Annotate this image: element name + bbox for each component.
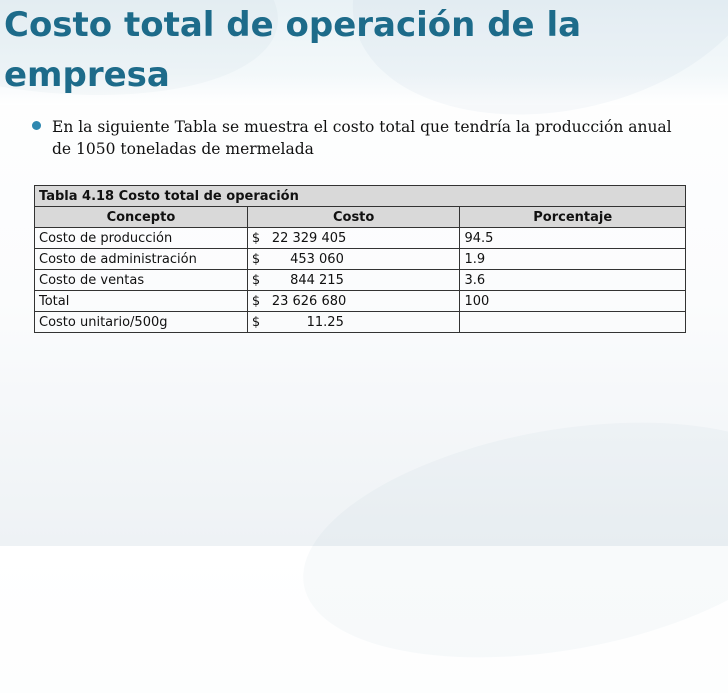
cell-concepto: Costo unitario/500g [34,311,248,333]
table-header-row: Concepto Costo Porcentaje [34,206,686,228]
table-row: Costo de ventas $844 215 3.6 [34,269,686,291]
cell-concepto: Costo de ventas [34,269,248,291]
cost-amount: 453 060 [290,251,344,267]
cost-amount: 844 215 [290,272,344,288]
currency-symbol: $ [251,251,261,267]
cell-costo: $22 329 405 [246,227,461,249]
currency-symbol: $ [251,314,261,330]
cell-concepto: Costo de administración [34,248,248,270]
cost-amount: 22 329 405 [271,230,347,246]
cost-amount: 11.25 [306,314,344,330]
cell-porcentaje [459,311,686,333]
column-header-concepto: Concepto [34,206,248,228]
table-row: Costo unitario/500g $11.25 [34,311,686,333]
column-header-porcentaje: Porcentaje [459,206,686,228]
cell-costo: $11.25 [246,311,461,333]
header-background [0,0,728,105]
currency-symbol: $ [251,293,261,309]
cell-concepto: Total [34,290,248,312]
cell-porcentaje: 3.6 [459,269,686,291]
cell-concepto: Costo de producción [34,227,248,249]
column-header-costo: Costo [246,206,461,228]
decorative-swoosh [284,386,728,693]
cell-costo: $23 626 680 [246,290,461,312]
currency-symbol: $ [251,272,261,288]
cell-costo: $453 060 [246,248,461,270]
table-caption-row: Tabla 4.18 Costo total de operación [34,185,686,207]
table-row: Total $23 626 680 100 [34,290,686,312]
bullet-icon [32,121,41,130]
cell-porcentaje: 94.5 [459,227,686,249]
cost-table: Tabla 4.18 Costo total de operación Conc… [34,185,686,333]
table-row: Costo de producción $22 329 405 94.5 [34,227,686,249]
currency-symbol: $ [251,230,261,246]
cost-amount: 23 626 680 [271,293,347,309]
bullet-text: En la siguiente Tabla se muestra el cost… [52,118,672,158]
cost-table-container: Tabla 4.18 Costo total de operación Conc… [34,185,686,333]
table-row: Costo de administración $453 060 1.9 [34,248,686,270]
cell-costo: $844 215 [246,269,461,291]
cell-porcentaje: 1.9 [459,248,686,270]
cell-porcentaje: 100 [459,290,686,312]
table-caption: Tabla 4.18 Costo total de operación [34,185,686,207]
slide-title: Costo total de operación de la empresa [4,5,582,95]
